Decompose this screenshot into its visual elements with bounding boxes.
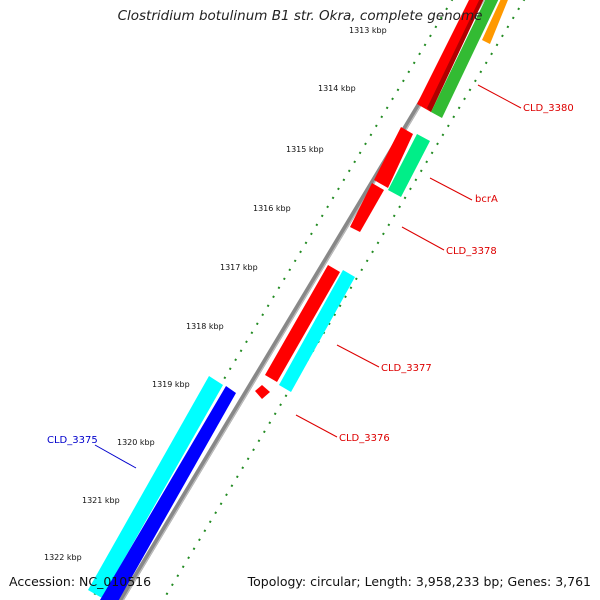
callout-line-bcra — [429, 177, 473, 201]
gene-block-green[interactable] — [431, 0, 503, 118]
map-title: Clostridium botulinum B1 str. Okra, comp… — [117, 8, 483, 24]
gene-block-cld-3375[interactable] — [88, 376, 223, 598]
accession-text: Accession: NC_010516 — [9, 574, 152, 589]
gene-block-bcra[interactable] — [388, 134, 430, 197]
gene-block-cld-3376[interactable] — [255, 385, 270, 399]
gene-block-cld-3379[interactable] — [374, 127, 413, 188]
gene-label-cld-3380[interactable]: CLD_3380 — [523, 103, 574, 114]
tick-label-1314: 1314 kbp — [318, 84, 356, 93]
tick-label-1320: 1320 kbp — [117, 438, 155, 447]
gene-label-cld-3376[interactable]: CLD_3376 — [339, 433, 390, 444]
callout-line-cld-3375 — [94, 444, 137, 469]
callout-line-cld-3377 — [336, 344, 380, 368]
tick-label-1321: 1321 kbp — [82, 496, 120, 505]
callout-line-cld-3376 — [295, 414, 338, 438]
tick-label-1319: 1319 kbp — [152, 380, 190, 389]
gene-label-bcra[interactable]: bcrA — [475, 194, 498, 205]
gene-block-cld-3380-shadow — [427, 0, 484, 112]
tick-label-1322: 1322 kbp — [44, 553, 82, 562]
summary-text: Topology: circular; Length: 3,958,233 bp… — [247, 574, 591, 589]
gene-label-cld-3377[interactable]: CLD_3377 — [381, 363, 432, 374]
gene-block-cyan-right[interactable] — [279, 270, 355, 392]
gene-block-cld-3377[interactable] — [265, 265, 340, 382]
gene-block-blue[interactable] — [100, 386, 236, 600]
tick-label-1317: 1317 kbp — [220, 263, 258, 272]
tick-label-1318: 1318 kbp — [186, 322, 224, 331]
tick-label-1316: 1316 kbp — [253, 204, 291, 213]
gene-block-orange[interactable] — [482, 0, 512, 44]
tick-label-1315: 1315 kbp — [286, 145, 324, 154]
gene-block-cld-3378[interactable] — [350, 183, 384, 232]
callout-line-cld-3378 — [401, 226, 445, 251]
callout-line-cld-3380 — [477, 84, 522, 109]
gene-label-cld-3378[interactable]: CLD_3378 — [446, 246, 497, 257]
gene-label-cld-3375[interactable]: CLD_3375 — [47, 435, 98, 446]
tick-label-1313: 1313 kbp — [349, 26, 387, 35]
